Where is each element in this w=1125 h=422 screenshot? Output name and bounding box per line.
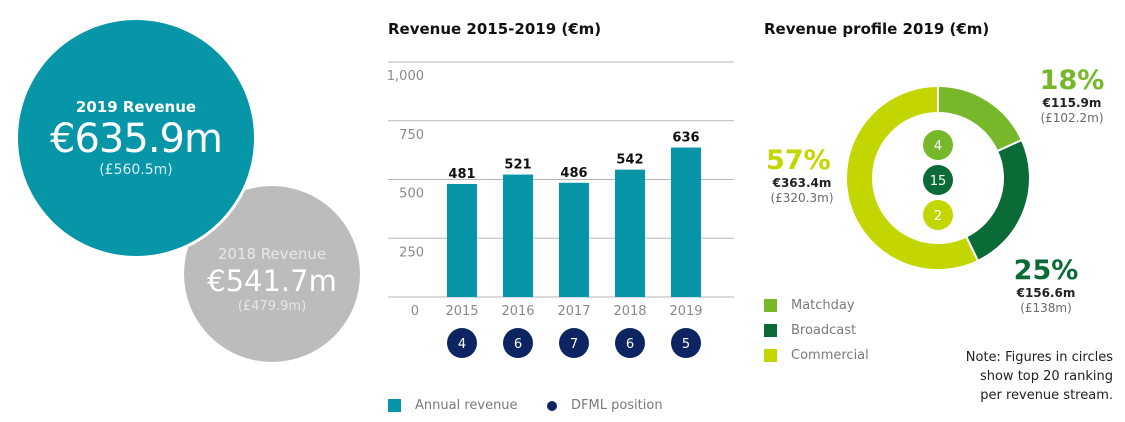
broadcast-eur: €156.6m bbox=[1016, 286, 1076, 300]
legend-label: Annual revenue bbox=[415, 398, 518, 413]
commercial-eur: €363.4m bbox=[772, 176, 832, 190]
dfml-position-label: 7 bbox=[570, 337, 578, 352]
revenue-2019-eur: €635.9m bbox=[50, 116, 223, 162]
y-tick-label: 250 bbox=[399, 245, 424, 260]
bar-chart: 0 250 500 750 1,000 481 2015 4 521 2016 6 486 2017 7 5… bbox=[387, 61, 734, 358]
commercial-label: 57% €363.4m (£320.3m) bbox=[766, 146, 838, 206]
matchday-eur: €115.9m bbox=[1042, 96, 1102, 110]
note-line: per revenue stream. bbox=[980, 388, 1113, 403]
bar-value-label: 486 bbox=[560, 166, 587, 181]
x-tick-label: 2015 bbox=[445, 304, 478, 319]
legend-circle-icon bbox=[547, 400, 557, 411]
ranking-note: Note: Figures in circles show top 20 ran… bbox=[966, 348, 1113, 405]
bar bbox=[559, 182, 589, 297]
dfml-position-circle bbox=[559, 328, 589, 358]
legend-label: Matchday bbox=[791, 298, 855, 313]
y-tick-label: 750 bbox=[399, 128, 424, 143]
dfml-position-label: 6 bbox=[626, 337, 634, 352]
dfml-position-label: 4 bbox=[458, 337, 466, 352]
ranking-label: 2 bbox=[934, 209, 942, 224]
revenue-2018-eur: €541.7m bbox=[207, 263, 337, 298]
dfml-position-circle bbox=[615, 328, 645, 358]
legend-square-icon bbox=[764, 299, 777, 312]
dfml-position-label: 5 bbox=[682, 337, 690, 352]
donut-chart: 4 15 2 bbox=[845, 84, 1031, 271]
bar bbox=[671, 147, 701, 297]
bar bbox=[615, 169, 645, 297]
legend-label: Commercial bbox=[791, 348, 869, 363]
x-tick-label: 2016 bbox=[501, 304, 534, 319]
y-tick-label: 1,000 bbox=[387, 69, 424, 84]
bar-value-label: 542 bbox=[616, 153, 643, 168]
legend-broadcast: Broadcast bbox=[764, 323, 856, 338]
donut-slice-broadcast bbox=[964, 138, 1031, 263]
x-tick-label: 2018 bbox=[613, 304, 646, 319]
legend-square-icon bbox=[764, 349, 777, 362]
donut-slice-commercial bbox=[845, 84, 980, 271]
broadcast-percent: 25% bbox=[1013, 255, 1079, 286]
matchday-percent: 18% bbox=[1039, 65, 1105, 96]
y-tick-label: 500 bbox=[399, 187, 424, 202]
x-tick-label: 2017 bbox=[557, 304, 590, 319]
legend-dfml-position: DFML position bbox=[547, 398, 663, 413]
commercial-gbp: (£320.3m) bbox=[770, 191, 834, 205]
legend-label: Broadcast bbox=[791, 323, 857, 338]
dfml-position-circle bbox=[447, 328, 477, 358]
bar-value-label: 521 bbox=[504, 158, 531, 173]
matchday-label: 18% €115.9m (£102.2m) bbox=[1032, 66, 1112, 126]
revenue-2019-bubble: 2019 Revenue €635.9m (£560.5m) bbox=[18, 20, 254, 256]
bar-chart-title: Revenue 2015-2019 (€m) bbox=[388, 20, 602, 38]
note-line: Note: Figures in circles bbox=[965, 350, 1113, 365]
revenue-2019-gbp: (£560.5m) bbox=[99, 162, 173, 178]
x-tick-label: 2019 bbox=[669, 304, 702, 319]
bar-value-label: 481 bbox=[448, 167, 475, 182]
legend-square-icon bbox=[388, 399, 401, 412]
dfml-position-circle bbox=[671, 328, 701, 358]
legend-commercial: Commercial bbox=[764, 348, 869, 363]
note-line: show top 20 ranking bbox=[979, 369, 1113, 384]
ranking-label: 4 bbox=[934, 139, 942, 154]
matchday-gbp: (£102.2m) bbox=[1040, 111, 1104, 125]
legend-square-icon bbox=[764, 324, 777, 337]
y-tick-label: 0 bbox=[411, 304, 419, 319]
legend-annual-revenue: Annual revenue bbox=[388, 398, 518, 413]
donut-chart-title: Revenue profile 2019 (€m) bbox=[764, 20, 990, 38]
broadcast-gbp: (£138m) bbox=[1020, 301, 1072, 315]
ranking-label: 15 bbox=[930, 174, 947, 189]
bar-value-label: 636 bbox=[672, 131, 699, 146]
broadcast-label: 25% €156.6m (£138m) bbox=[1006, 256, 1086, 316]
ranking-circle bbox=[923, 130, 953, 160]
bar bbox=[503, 174, 533, 297]
legend-label: DFML position bbox=[571, 398, 663, 413]
dfml-position-label: 6 bbox=[514, 337, 522, 352]
commercial-percent: 57% bbox=[766, 145, 831, 176]
dfml-position-circle bbox=[503, 328, 533, 358]
revenue-2018-label: 2018 Revenue bbox=[217, 244, 327, 263]
revenue-2019-label: 2019 Revenue bbox=[75, 98, 197, 116]
bar bbox=[447, 183, 477, 297]
ranking-circle bbox=[923, 200, 953, 230]
ranking-circle bbox=[923, 165, 953, 195]
legend-matchday: Matchday bbox=[764, 298, 855, 313]
revenue-2018-gbp: (£479.9m) bbox=[237, 298, 307, 314]
